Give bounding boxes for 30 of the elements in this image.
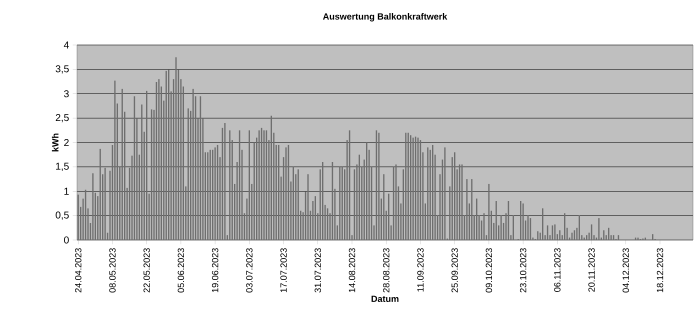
x-tick-label: 22.05.2023 — [143, 248, 150, 292]
y-tick-label: 2,5 — [56, 114, 69, 122]
y-tick-label: 1 — [64, 188, 69, 195]
x-tick-label: 11.09.2023 — [417, 248, 424, 292]
x-tick-label: 31.07.2023 — [314, 248, 321, 292]
x-tick-label: 28.08.2023 — [383, 248, 390, 292]
y-tick-label: 3 — [64, 90, 69, 98]
y-tick-label: 2 — [64, 139, 69, 146]
x-tick-label: 24.04.2023 — [75, 248, 82, 292]
y-tick-label: 0 — [64, 236, 69, 244]
x-tick-label: 23.10.2023 — [520, 248, 526, 292]
x-tick-label: 09.10.2023 — [486, 248, 492, 292]
y-tick-label: 3,5 — [56, 65, 69, 74]
chart-title: Auswertung Balkonkraftwerk — [322, 13, 448, 22]
x-tick-label: 18.12.2023 — [656, 248, 664, 292]
y-tick-label: 1,5 — [56, 162, 69, 171]
x-tick-label: 20.11.2023 — [588, 248, 595, 292]
x-axis-title: Datum — [372, 296, 398, 302]
x-tick-label: 17.07.2023 — [280, 248, 287, 292]
y-tick-label: 0,5 — [56, 212, 69, 220]
x-tick-label: 08.05.2023 — [109, 248, 116, 292]
x-tick-label: 25.09.2023 — [451, 248, 458, 292]
x-tick-label: 04.12.2023 — [622, 248, 629, 292]
x-tick-label: 03.07.2023 — [246, 248, 253, 292]
x-tick-label: 19.06.2023 — [212, 248, 218, 292]
x-tick-label: 06.11.2023 — [554, 248, 561, 292]
x-tick-label: 14.08.2023 — [348, 248, 356, 292]
y-tick-label: 4 — [64, 42, 69, 48]
x-tick-label: 05.06.2023 — [178, 248, 184, 292]
y-axis-title: kWh — [52, 134, 58, 152]
